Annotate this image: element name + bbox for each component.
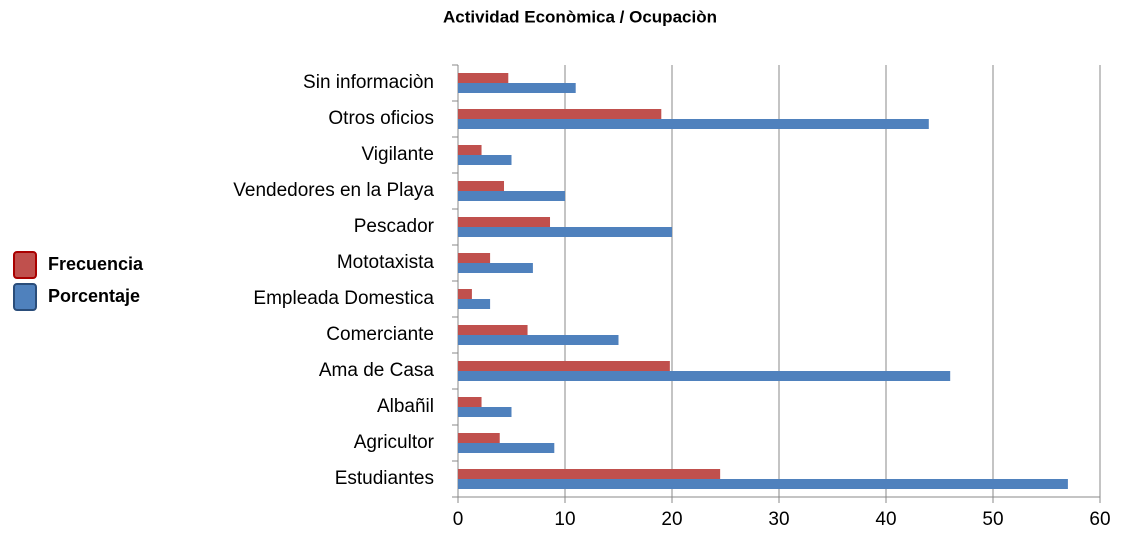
y-tick-label: Vigilante xyxy=(361,144,434,165)
bar xyxy=(458,325,528,335)
y-tick-label: Albañil xyxy=(377,396,434,417)
x-tick-label: 30 xyxy=(768,509,789,530)
bar xyxy=(458,253,491,263)
bar xyxy=(458,433,500,443)
bar xyxy=(458,299,491,309)
x-tick-label: 40 xyxy=(875,509,896,530)
x-tick-label: 60 xyxy=(1089,509,1110,530)
x-tick-label: 10 xyxy=(554,509,575,530)
bar xyxy=(458,109,662,119)
bar xyxy=(458,73,509,83)
chart-title: Actividad Econòmica / Ocupaciòn xyxy=(443,7,717,26)
bar xyxy=(458,443,555,453)
bar xyxy=(458,469,721,479)
x-tick-label: 20 xyxy=(661,509,682,530)
y-tick-label: Comerciante xyxy=(326,324,434,345)
bar xyxy=(458,263,533,273)
bar xyxy=(458,227,672,237)
x-tick-label: 0 xyxy=(453,509,464,530)
legend-swatch xyxy=(13,283,37,311)
legend-swatch xyxy=(13,251,37,279)
bar xyxy=(458,397,482,407)
y-tick-label: Agricultor xyxy=(354,432,435,453)
bar xyxy=(458,119,929,129)
y-tick-label: Empleada Domestica xyxy=(253,288,434,309)
y-tick-label: Pescador xyxy=(354,216,435,237)
bar xyxy=(458,407,512,417)
bar xyxy=(458,335,619,345)
bar xyxy=(458,155,512,165)
bar xyxy=(458,479,1068,489)
x-tick-label: 50 xyxy=(982,509,1003,530)
bar xyxy=(458,217,551,227)
y-tick-label: Mototaxista xyxy=(337,252,435,273)
y-tick-label: Ama de Casa xyxy=(319,360,435,381)
bar xyxy=(458,289,472,299)
legend-label: Porcentaje xyxy=(48,286,140,306)
y-tick-label: Estudiantes xyxy=(335,468,434,489)
y-tick-label: Sin informaciòn xyxy=(303,72,434,93)
bar xyxy=(458,83,576,93)
legend-label: Frecuencia xyxy=(48,254,144,274)
bar xyxy=(458,371,951,381)
y-tick-label: Otros oficios xyxy=(328,108,434,129)
y-tick-label: Vendedores en la Playa xyxy=(233,180,434,201)
bar xyxy=(458,191,565,201)
bar xyxy=(458,361,670,371)
bar xyxy=(458,181,505,191)
bar xyxy=(458,145,482,155)
